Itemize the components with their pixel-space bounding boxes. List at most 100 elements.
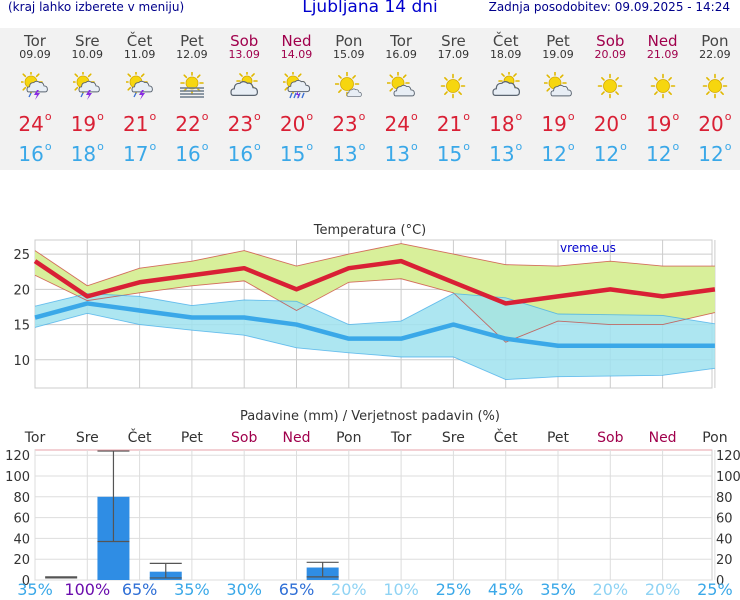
day-name: Pon — [701, 32, 729, 50]
max-temperature-value: 19 — [541, 112, 567, 136]
precipitation-probability: 65% — [278, 580, 315, 599]
degree-symbol: o — [358, 110, 366, 123]
precipitation-probability: 25% — [435, 580, 472, 599]
y-tick-label-left: 100 — [5, 470, 30, 485]
y-tick-label-right: 60 — [716, 512, 733, 527]
min-temperature-value: 13 — [384, 142, 410, 166]
x-category-label: Pon — [702, 430, 727, 446]
y-tick-label-left: 60 — [13, 512, 30, 527]
x-category-label: Tor — [24, 430, 46, 446]
day-name: Pet — [546, 32, 570, 50]
degree-symbol: o — [463, 110, 470, 123]
precipitation-probability: 35% — [174, 580, 210, 599]
max-temperature-value: 20 — [279, 112, 306, 136]
sun-cloud-icon — [544, 72, 572, 97]
day-date: 10.09 — [71, 48, 104, 61]
day-date: 15.09 — [333, 48, 365, 61]
y-tick-label-left: 40 — [13, 532, 30, 547]
min-temperature: 12o — [689, 140, 740, 166]
min-temperature: 16o — [9, 140, 61, 166]
degree-symbol: o — [515, 140, 523, 153]
x-category-label: Čet — [128, 428, 152, 446]
x-category-label: Sre — [442, 430, 465, 446]
min-temperature-value: 16 — [227, 142, 254, 166]
day-name: Sob — [596, 32, 625, 50]
precipitation-probability: 45% — [487, 580, 524, 599]
max-temperature: 20o — [584, 110, 636, 136]
day-name: Sre — [75, 32, 100, 50]
sun-cloud-icon — [387, 72, 415, 97]
day-name: Ned — [647, 32, 678, 50]
max-temperature: 18o — [480, 110, 532, 136]
y-tick-label-left: 80 — [13, 491, 30, 506]
day-name: Tor — [390, 32, 413, 50]
degree-symbol: o — [410, 110, 418, 123]
x-category-label: Tor — [390, 430, 412, 446]
min-temperature-value: 15 — [279, 142, 306, 166]
degree-symbol: o — [97, 140, 104, 153]
min-temperature-value: 12 — [541, 142, 567, 166]
sun-icon — [650, 73, 675, 99]
max-temperature-value: 24 — [384, 112, 410, 136]
min-temperature: 15o — [271, 140, 323, 166]
degree-symbol: o — [44, 140, 52, 153]
day-date: 13.09 — [228, 48, 260, 61]
day-date: 17.09 — [437, 48, 470, 61]
degree-symbol: o — [567, 110, 575, 123]
min-temperature-value: 12 — [698, 142, 724, 166]
day-column: Tor 09.09 24o 16o — [9, 28, 61, 170]
min-temperature: 16o — [218, 140, 270, 166]
degree-symbol: o — [149, 140, 157, 153]
max-temperature: 23o — [323, 110, 375, 136]
x-category-label: Sre — [76, 430, 99, 446]
day-column: Ned 14.09 20o 15o — [271, 28, 323, 170]
min-temperature-value: 12 — [646, 142, 672, 166]
degree-symbol: o — [149, 110, 157, 123]
day-date: 21.09 — [646, 48, 679, 61]
max-temperature-value: 23 — [332, 112, 358, 136]
y-tick-label: 10 — [13, 354, 30, 369]
min-temperature-value: 16 — [18, 142, 44, 166]
precipitation-probability: 35% — [17, 580, 53, 599]
max-temperature-value: 21 — [436, 112, 463, 136]
min-temperature-value: 15 — [436, 142, 463, 166]
max-temperature-value: 19 — [646, 112, 672, 136]
precipitation-probability: 65% — [121, 580, 158, 599]
x-category-label: Čet — [494, 428, 518, 446]
min-temperature-value: 17 — [123, 142, 149, 166]
day-name: Čet — [492, 32, 519, 50]
menu-hint[interactable]: (kraj lahko izberete v meniju) — [8, 0, 185, 14]
y-tick-label-right: 80 — [716, 491, 733, 506]
max-temperature: 19o — [637, 110, 689, 136]
min-temperature-value: 13 — [489, 142, 515, 166]
temperature-chart-title: Temperatura (°C) — [313, 223, 426, 238]
min-temperature-value: 18 — [70, 142, 97, 166]
day-column: Pet 12.09 22o 16o — [166, 28, 218, 170]
precipitation-probability: 100% — [64, 580, 111, 599]
day-column: Pon 22.09 20o 12o — [689, 28, 740, 170]
day-column: Pon 15.09 23o 13o — [323, 28, 375, 170]
max-temperature: 20o — [689, 110, 740, 136]
precipitation-probability: 10% — [383, 580, 419, 599]
forecast-strip: Tor 09.09 24o 16o Sre 10.09 19o 18o Čet 11.09 21o 1… — [0, 28, 740, 170]
max-temperature-value: 20 — [698, 112, 724, 136]
min-temperature: 13o — [480, 140, 532, 166]
precipitation-probability: 35% — [540, 580, 576, 599]
max-temperature: 21o — [427, 110, 479, 136]
min-temperature-value: 16 — [175, 142, 201, 166]
degree-symbol: o — [567, 140, 575, 153]
degree-symbol: o — [724, 110, 732, 123]
precipitation-probability: 25% — [697, 580, 733, 599]
precipitation-probability: 20% — [592, 580, 629, 599]
x-category-label: Pon — [336, 430, 361, 446]
max-temperature: 19o — [532, 110, 584, 136]
day-name: Ned — [281, 32, 312, 50]
max-temperature-value: 23 — [227, 112, 254, 136]
day-name: Čet — [126, 32, 153, 50]
y-tick-label: 25 — [13, 248, 30, 263]
y-tick-label-right: 20 — [716, 553, 733, 568]
max-temperature: 21o — [114, 110, 166, 136]
degree-symbol: o — [306, 110, 314, 123]
cloudy-icon — [492, 72, 520, 97]
min-temperature: 13o — [375, 140, 427, 166]
